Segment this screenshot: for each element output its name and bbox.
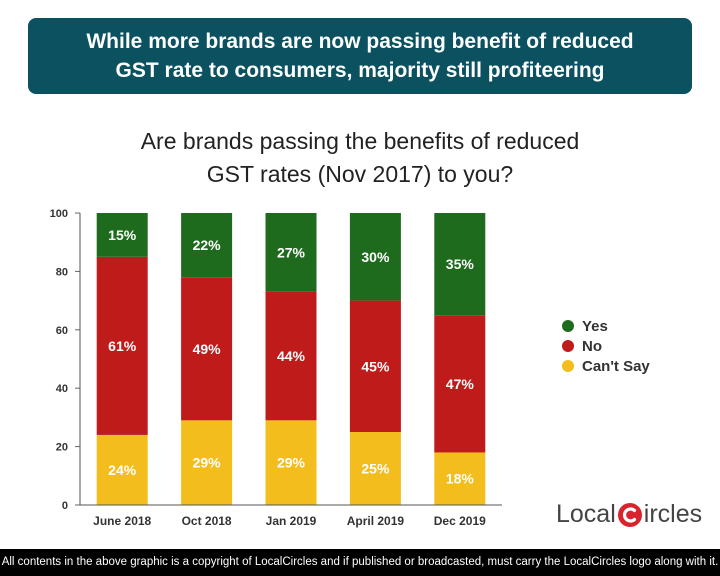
data-label-yes-dec-2019: 35% — [446, 256, 475, 272]
localcircles-logo: Local ircles — [556, 500, 702, 529]
data-label-can-t-say-dec-2019: 18% — [446, 471, 475, 487]
data-label-no-dec-2019: 47% — [446, 376, 475, 392]
bar-segment-yes-dec-2019 — [434, 213, 486, 316]
logo-text-right: ircles — [643, 500, 703, 528]
data-label-no-june-2018: 61% — [108, 338, 137, 354]
chart-title-line-1: Are brands passing the benefits of reduc… — [140, 128, 580, 154]
y-tick-label-20: 20 — [56, 442, 68, 454]
data-label-yes-jan-2019: 27% — [277, 244, 306, 260]
x-tick-label-oct-2018: Oct 2018 — [182, 514, 232, 528]
stacked-bar-chart: 0 20 40 60 80 100 24% 61% 15% June 2018 29% 49% 22% O… — [50, 208, 502, 528]
legend-item-no: No — [562, 336, 650, 356]
data-label-no-oct-2018: 49% — [193, 341, 222, 357]
copyright-footer: All contents in the above graphic is a c… — [0, 549, 720, 576]
chart-title-line-2: GST rates (Nov 2017) to you? — [206, 161, 514, 187]
x-tick-label-june-2018: June 2018 — [93, 514, 151, 528]
bar-segment-yes-april-2019 — [349, 213, 401, 301]
bar-segment-can-t-say-april-2019 — [349, 432, 401, 505]
title-banner: While more brands are now passing benefi… — [28, 18, 692, 94]
legend-label-yes: Yes — [582, 317, 608, 335]
data-label-yes-june-2018: 15% — [108, 227, 137, 243]
bar-segment-yes-jan-2019 — [265, 213, 317, 292]
data-label-can-t-say-oct-2018: 29% — [193, 455, 222, 471]
bar-segment-can-t-say-june-2018 — [96, 434, 148, 505]
banner-text: While more brands are now passing benefi… — [80, 27, 640, 85]
logo-text-left: Local — [556, 500, 616, 528]
data-label-can-t-say-june-2018: 24% — [108, 462, 137, 478]
legend-label-cant-say: Can't Say — [582, 357, 650, 375]
legend-label-no: No — [582, 337, 602, 355]
y-tick-label-0: 0 — [62, 500, 68, 512]
banner-line-2: GST rate to consumers, majority still pr… — [115, 59, 605, 82]
bar-segment-no-june-2018 — [96, 256, 148, 435]
y-tick-label-100: 100 — [50, 208, 68, 220]
data-label-no-april-2019: 45% — [361, 358, 390, 374]
x-tick-label-dec-2019: Dec 2019 — [434, 514, 486, 528]
x-tick-label-jan-2019: Jan 2019 — [266, 514, 317, 528]
y-tick-label-80: 80 — [56, 266, 68, 278]
data-label-can-t-say-april-2019: 25% — [361, 461, 390, 477]
chart-legend: Yes No Can't Say — [562, 316, 650, 376]
data-label-yes-oct-2018: 22% — [193, 237, 222, 253]
bar-segment-no-april-2019 — [349, 300, 401, 432]
circle-c-logo-icon — [617, 502, 642, 527]
chart-title: Are brands passing the benefits of reduc… — [120, 125, 600, 191]
data-label-can-t-say-jan-2019: 29% — [277, 455, 306, 471]
banner-line-1: While more brands are now passing benefi… — [86, 30, 634, 53]
bar-segment-can-t-say-dec-2019 — [434, 452, 486, 505]
legend-swatch-cant-say — [562, 360, 574, 372]
y-tick-label-40: 40 — [56, 383, 68, 395]
data-label-no-jan-2019: 44% — [277, 348, 306, 364]
x-tick-label-april-2019: April 2019 — [347, 514, 405, 528]
bar-segment-yes-oct-2018 — [181, 213, 233, 278]
bar-segment-yes-june-2018 — [96, 213, 148, 257]
bar-segment-can-t-say-jan-2019 — [265, 420, 317, 505]
y-tick-label-60: 60 — [56, 325, 68, 337]
legend-swatch-no — [562, 340, 574, 352]
legend-swatch-yes — [562, 320, 574, 332]
bar-segment-can-t-say-oct-2018 — [181, 420, 233, 505]
legend-item-cant-say: Can't Say — [562, 356, 650, 376]
bar-segment-no-oct-2018 — [181, 277, 233, 421]
bar-segment-no-dec-2019 — [434, 315, 486, 453]
data-label-yes-april-2019: 30% — [361, 249, 390, 265]
legend-item-yes: Yes — [562, 316, 650, 336]
bar-segment-no-jan-2019 — [265, 291, 317, 421]
